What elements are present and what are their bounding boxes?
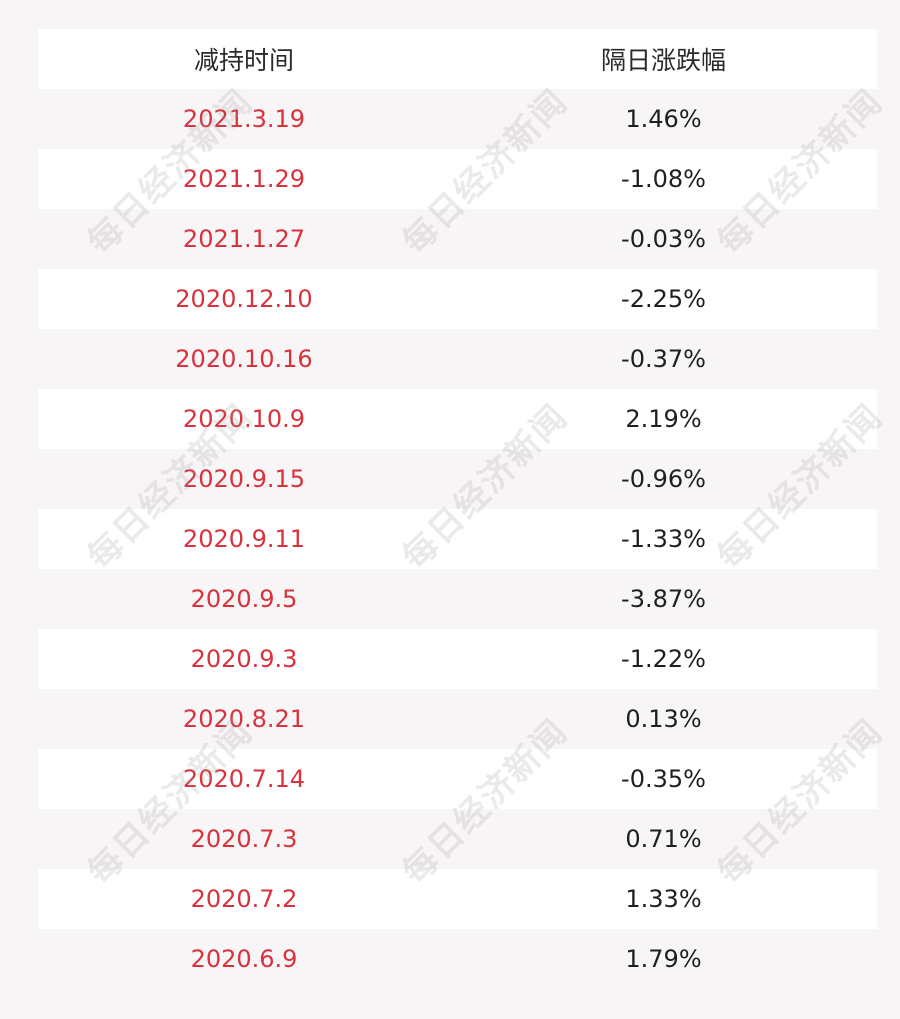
reduction-date: 2020.10.16 (38, 329, 450, 389)
table-row: 2020.9.15 -0.96% (38, 449, 877, 509)
reduction-date: 2020.9.11 (38, 509, 450, 569)
table-row: 2020.7.2 1.33% (38, 869, 877, 929)
table-row: 2020.12.10 -2.25% (38, 269, 877, 329)
reduction-date: 2021.1.27 (38, 209, 450, 269)
reduction-date: 2020.12.10 (38, 269, 450, 329)
table-row: 2020.8.21 0.13% (38, 689, 877, 749)
table-row: 2020.6.9 1.79% (38, 929, 877, 989)
next-day-change: -0.03% (450, 209, 877, 269)
next-day-change: 1.46% (450, 89, 877, 149)
table-row: 2020.7.14 -0.35% (38, 749, 877, 809)
table-header-row: 减持时间 隔日涨跌幅 (38, 29, 877, 89)
next-day-change: -0.96% (450, 449, 877, 509)
reduction-date: 2020.8.21 (38, 689, 450, 749)
table-row: 2021.1.27 -0.03% (38, 209, 877, 269)
next-day-change: 2.19% (450, 389, 877, 449)
reduction-date: 2020.7.2 (38, 869, 450, 929)
next-day-change: 1.33% (450, 869, 877, 929)
table-row: 2020.9.3 -1.22% (38, 629, 877, 689)
next-day-change: -1.22% (450, 629, 877, 689)
reduction-date: 2020.7.3 (38, 809, 450, 869)
reduction-date: 2020.9.5 (38, 569, 450, 629)
next-day-change: 1.79% (450, 929, 877, 989)
next-day-change: -0.37% (450, 329, 877, 389)
reduction-date: 2020.7.14 (38, 749, 450, 809)
table-row: 2020.10.9 2.19% (38, 389, 877, 449)
reduction-date: 2021.3.19 (38, 89, 450, 149)
table-row: 2020.9.11 -1.33% (38, 509, 877, 569)
reduction-date: 2021.1.29 (38, 149, 450, 209)
reduction-date: 2020.6.9 (38, 929, 450, 989)
next-day-change: 0.71% (450, 809, 877, 869)
reduction-date: 2020.9.15 (38, 449, 450, 509)
reduction-date: 2020.10.9 (38, 389, 450, 449)
table-row: 2020.7.3 0.71% (38, 809, 877, 869)
header-reduction-time: 减持时间 (38, 29, 450, 89)
next-day-change: -3.87% (450, 569, 877, 629)
table-row: 2020.10.16 -0.37% (38, 329, 877, 389)
next-day-change: -1.08% (450, 149, 877, 209)
table-row: 2021.1.29 -1.08% (38, 149, 877, 209)
header-next-day-change: 隔日涨跌幅 (450, 29, 877, 89)
next-day-change: 0.13% (450, 689, 877, 749)
next-day-change: -1.33% (450, 509, 877, 569)
reduction-table: 减持时间 隔日涨跌幅 2021.3.19 1.46% 2021.1.29 -1.… (38, 29, 877, 989)
next-day-change: -0.35% (450, 749, 877, 809)
next-day-change: -2.25% (450, 269, 877, 329)
table-row: 2020.9.5 -3.87% (38, 569, 877, 629)
table-row: 2021.3.19 1.46% (38, 89, 877, 149)
reduction-date: 2020.9.3 (38, 629, 450, 689)
